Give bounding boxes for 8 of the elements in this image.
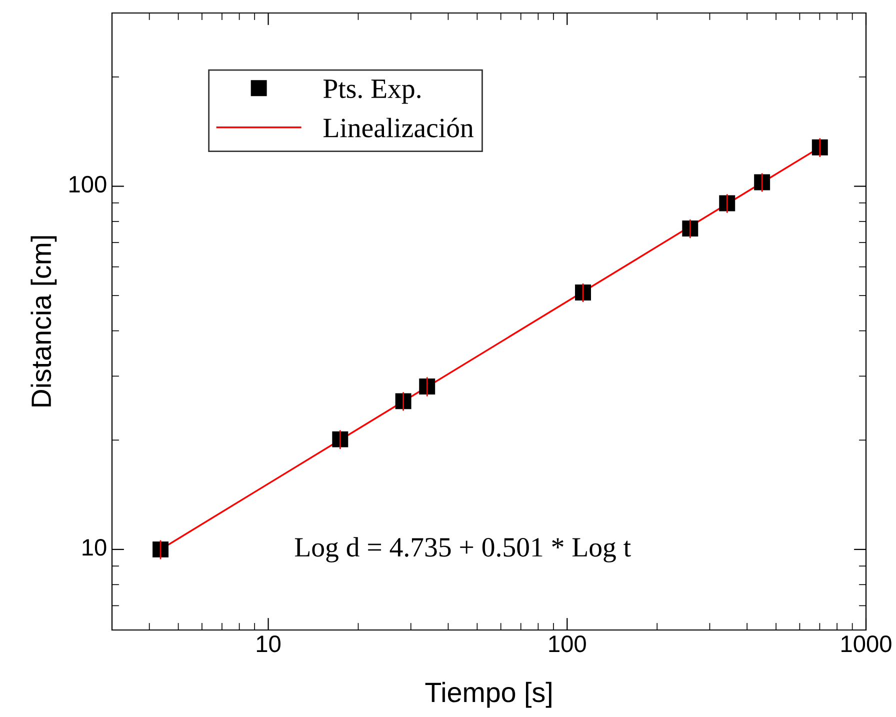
legend-label: Linealización bbox=[324, 118, 474, 138]
x-tick-label: 1000 bbox=[842, 635, 892, 652]
y-axis-title: Distancia [cm] bbox=[30, 236, 57, 406]
x-axis-title: Tiempo [s] bbox=[425, 682, 552, 708]
legend-label: Pts. Exp. bbox=[324, 80, 420, 104]
x-tick-label: 100 bbox=[549, 635, 586, 652]
x-tick-label: 10 bbox=[256, 635, 280, 652]
annotation: Log d = 4.735 + 0.501 * Log t bbox=[294, 537, 631, 562]
